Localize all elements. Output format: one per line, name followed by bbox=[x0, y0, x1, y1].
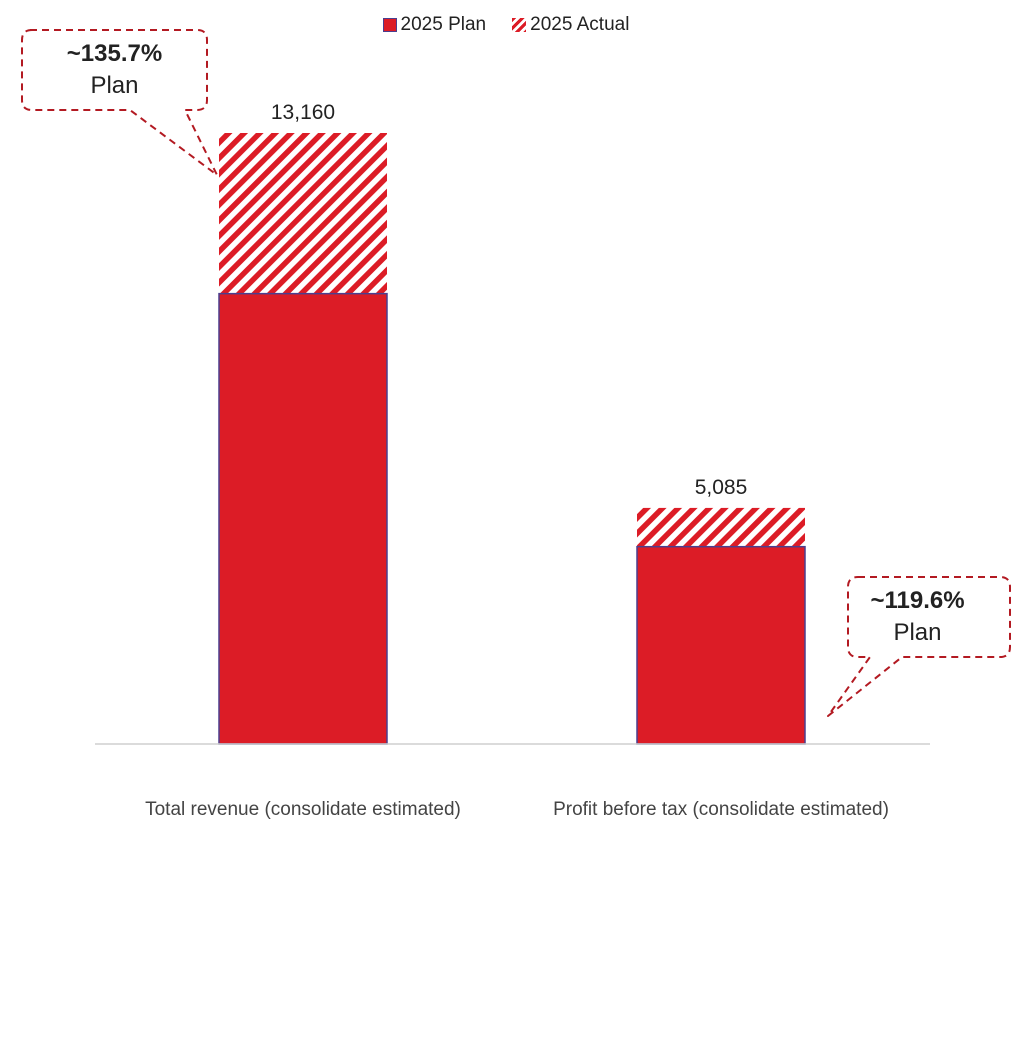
legend-item-actual: 2025 Actual bbox=[512, 14, 629, 36]
bar-plan-0 bbox=[218, 292, 388, 745]
legend-swatch-plan bbox=[382, 18, 397, 32]
bar-plan-1 bbox=[636, 545, 806, 745]
callout-profit-label: Plan bbox=[893, 619, 942, 646]
callout-profit-bubble bbox=[827, 576, 1011, 717]
callout-profit: ~119.6% Plan bbox=[825, 577, 1010, 657]
category-label-0: Total revenue (consolidate estimated) bbox=[145, 799, 461, 820]
category-label-1: Profit before tax (consolidate estimated… bbox=[553, 799, 889, 820]
bar-actual-1 bbox=[637, 507, 805, 547]
legend-label-actual: 2025 Actual bbox=[530, 14, 630, 35]
total-label-1: 5,085 bbox=[695, 476, 748, 499]
callout-revenue-label: Plan bbox=[90, 72, 139, 99]
total-label-0: 13,160 bbox=[271, 101, 335, 124]
legend-swatch-actual bbox=[512, 18, 527, 32]
callout-revenue-percent: ~135.7% bbox=[66, 40, 163, 67]
callout-profit-percent: ~119.6% bbox=[870, 587, 965, 614]
legend-item-plan: 2025 Plan bbox=[382, 14, 487, 36]
bar-actual-0 bbox=[219, 133, 387, 294]
legend-label-plan: 2025 Plan bbox=[400, 14, 487, 35]
callout-revenue: ~135.7% Plan bbox=[22, 30, 207, 110]
legend: 2025 Plan 2025 Actual bbox=[0, 14, 1012, 36]
callout-revenue-bubble bbox=[21, 29, 218, 176]
